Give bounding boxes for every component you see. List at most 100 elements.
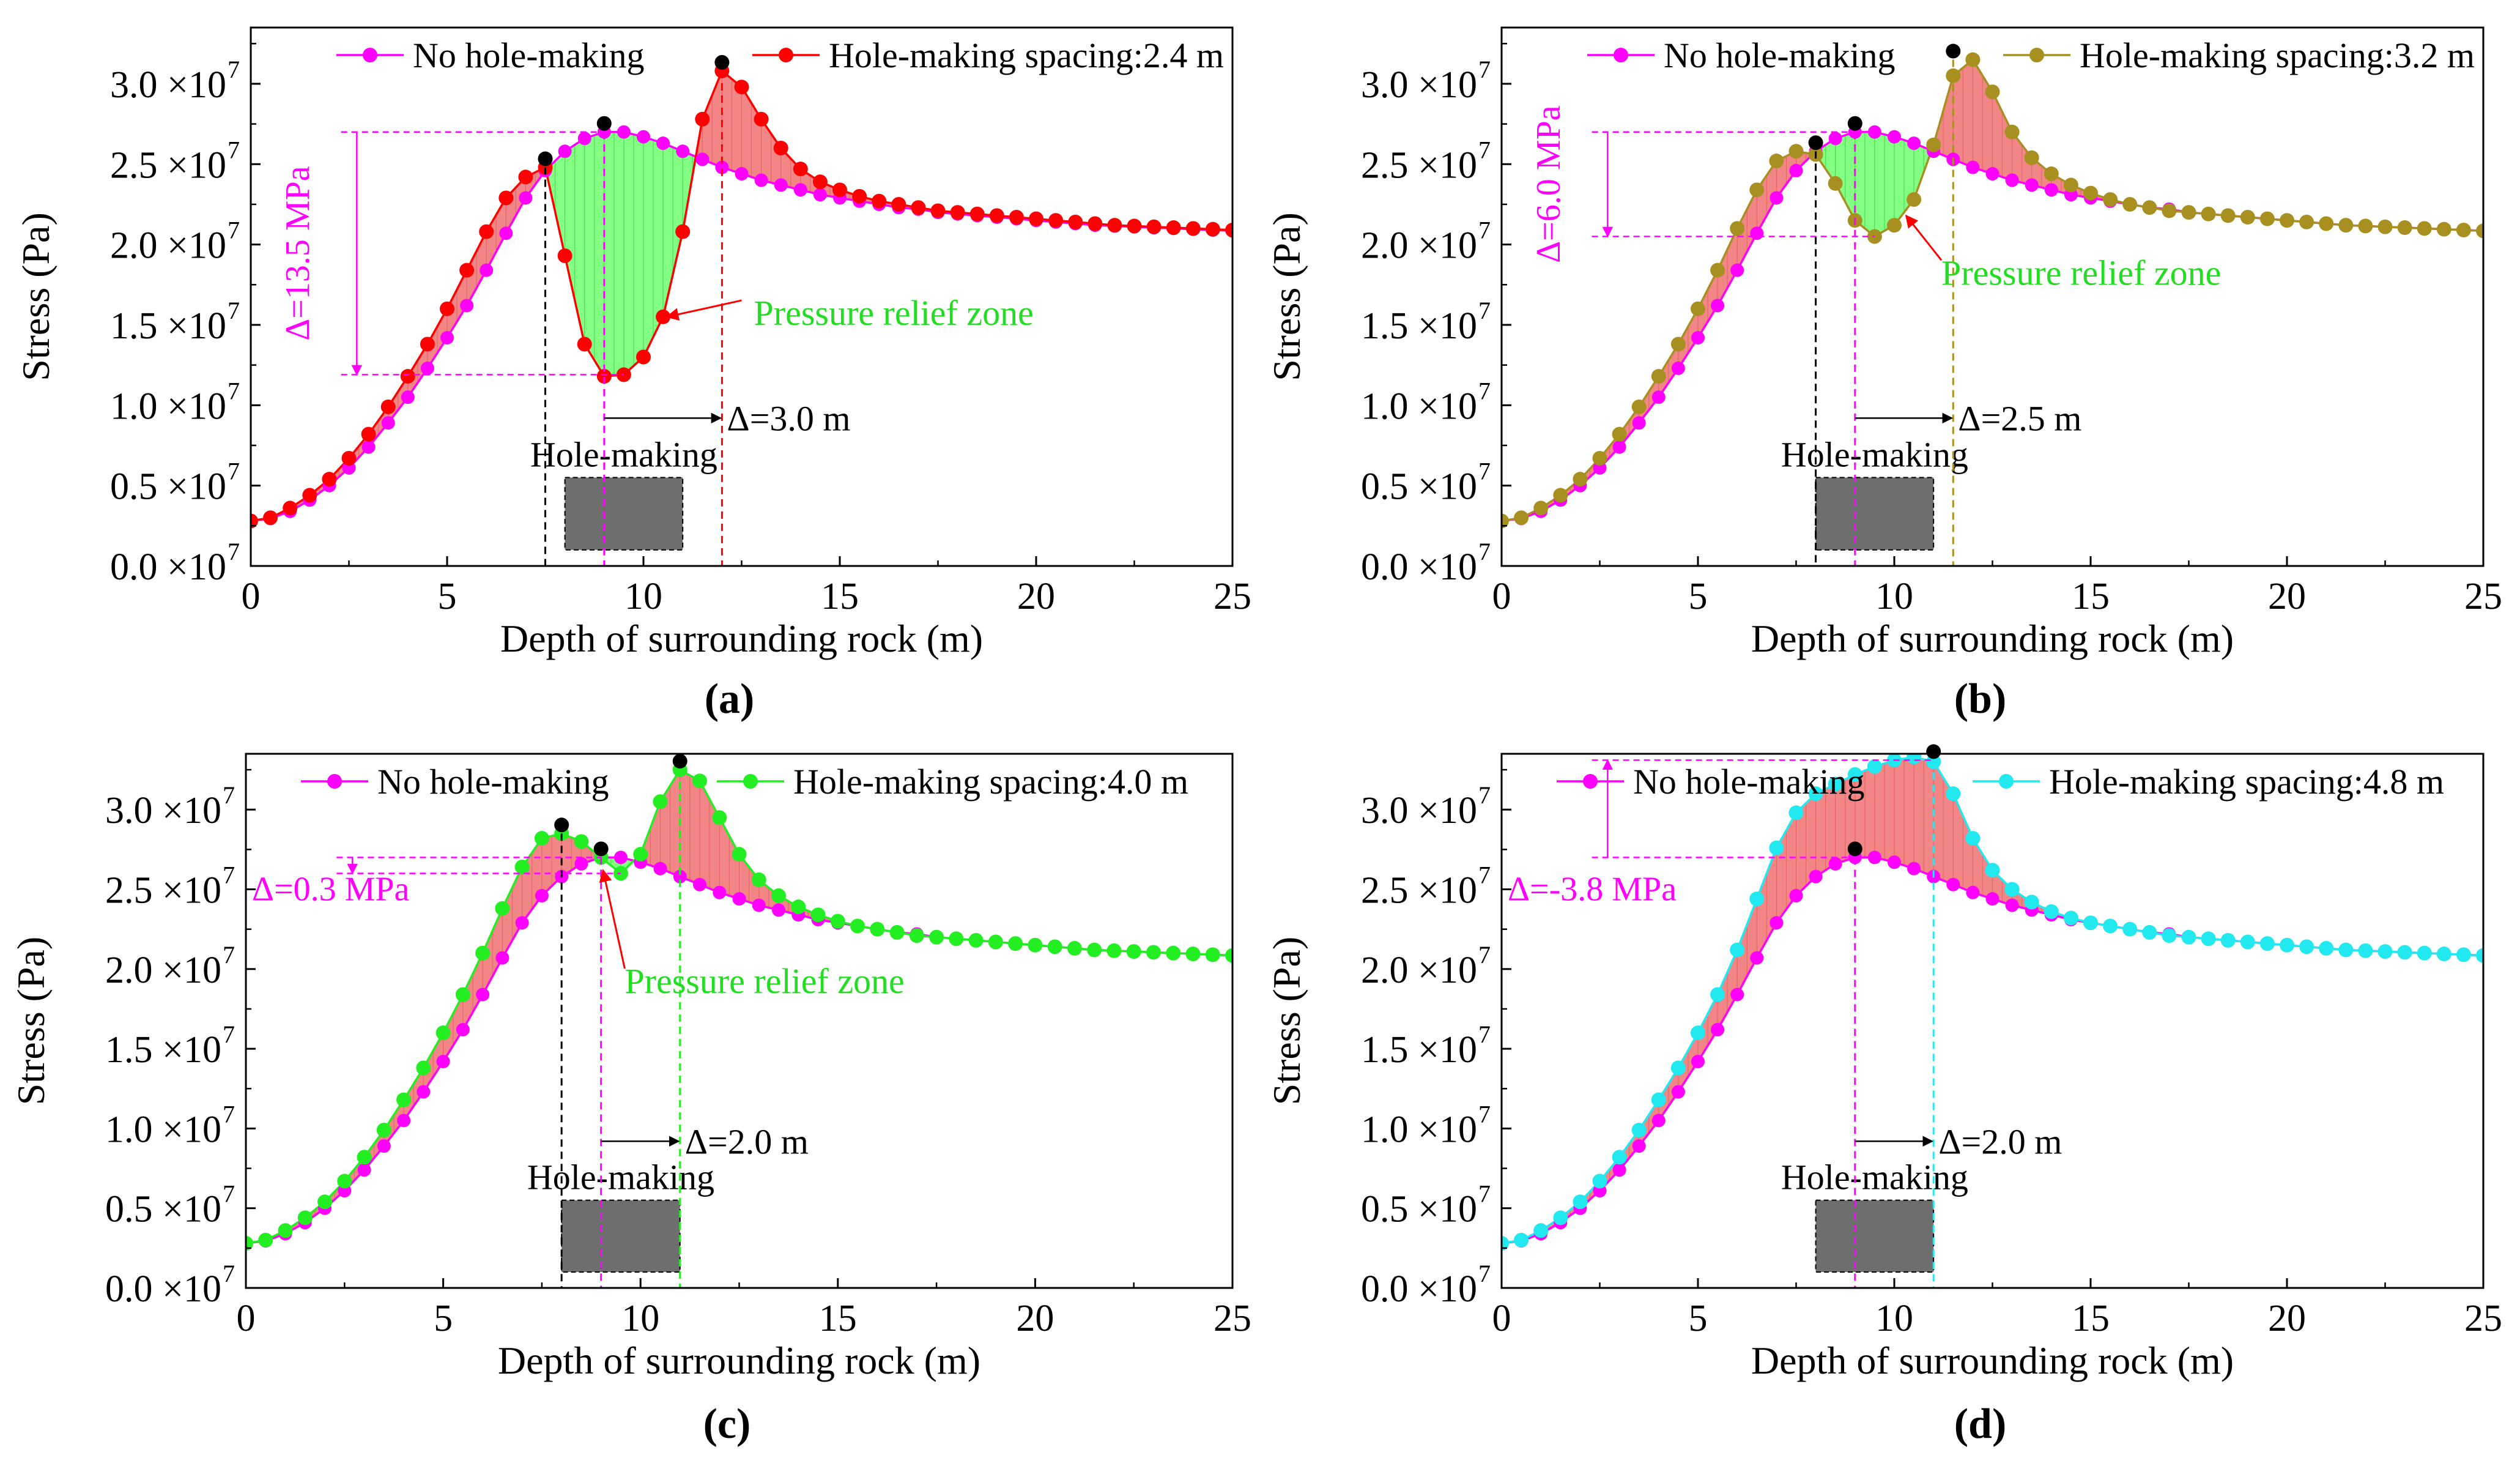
point-baseline <box>752 898 766 912</box>
point-variant <box>1185 221 1201 236</box>
legend-marker-baseline <box>1583 774 1598 789</box>
point-variant <box>1828 776 1843 792</box>
point-variant <box>930 203 946 218</box>
point-variant <box>793 162 808 177</box>
point-variant <box>317 1194 333 1210</box>
point-variant <box>1185 947 1201 962</box>
y-tick-exponent: 7 <box>223 1021 235 1048</box>
point-variant <box>1965 831 1981 846</box>
point-baseline <box>558 144 572 158</box>
y-tick-exponent: 7 <box>1478 297 1491 324</box>
point-variant <box>1691 301 1705 316</box>
point-variant <box>2240 209 2255 225</box>
point-baseline <box>1966 160 1980 174</box>
point-baseline <box>440 330 454 344</box>
point-variant <box>1985 84 2000 100</box>
point-baseline <box>1946 877 1960 891</box>
x-tick-label: 20 <box>2268 1298 2306 1339</box>
x-axis-label: Depth of surrounding rock (m) <box>1751 1339 2234 1382</box>
legend-label-baseline: No hole-making <box>1664 35 1896 75</box>
relief-zone-label: Pressure relief zone <box>624 961 904 1001</box>
y-tick-label: 0.5 ×10 <box>1361 1189 1477 1230</box>
point-variant <box>1946 786 1961 802</box>
point-variant <box>1225 948 1232 963</box>
point-variant <box>2162 203 2177 218</box>
delta-stress-label: Δ=0.3 MPa <box>252 870 410 908</box>
point-baseline <box>1691 1054 1705 1068</box>
point-baseline <box>673 869 687 884</box>
point-variant <box>1730 221 1745 236</box>
point-variant <box>732 847 747 862</box>
point-baseline <box>1671 1085 1685 1099</box>
y-tick-label: 2.5 ×10 <box>1361 870 1477 912</box>
point-variant <box>2259 936 2275 951</box>
point-baseline <box>436 1054 450 1068</box>
legend-marker-variant <box>2029 48 2044 62</box>
point-baseline <box>713 885 727 899</box>
y-tick-label: 1.0 ×10 <box>105 1109 221 1150</box>
point-variant <box>1710 262 1725 278</box>
baseline-peak-marker <box>1847 116 1862 131</box>
y-tick-exponent: 7 <box>1478 941 1491 969</box>
point-baseline <box>1612 1163 1626 1177</box>
point-variant <box>258 1232 273 1248</box>
plot-area <box>1502 754 2483 1251</box>
point-baseline <box>695 152 710 166</box>
point-variant <box>909 928 924 943</box>
point-variant <box>1009 209 1024 225</box>
y-tick-label: 1.5 ×10 <box>110 305 226 347</box>
x-tick-label: 10 <box>1875 1298 1913 1339</box>
point-variant <box>1106 943 1122 958</box>
y-tick-label: 0.5 ×10 <box>110 466 226 508</box>
point-variant <box>2122 921 2138 937</box>
relief-arrow <box>665 299 742 321</box>
point-variant <box>653 794 668 809</box>
delta-depth-label: Δ=2.0 m <box>1938 1122 2062 1161</box>
point-variant <box>1907 754 1922 765</box>
point-variant <box>2436 947 2451 962</box>
y-tick-exponent: 7 <box>1478 538 1491 565</box>
point-variant <box>2476 948 2483 963</box>
point-variant <box>416 1060 431 1076</box>
x-tick-label: 20 <box>1016 1298 1054 1339</box>
point-baseline <box>1770 191 1784 205</box>
legend-label-variant: Hole-making spacing:3.2 m <box>2080 35 2475 75</box>
point-variant <box>2319 216 2334 231</box>
point-variant <box>1788 805 1804 820</box>
point-variant <box>1533 1223 1549 1238</box>
point-variant <box>1631 1123 1647 1138</box>
point-variant <box>2417 221 2432 236</box>
point-variant <box>891 196 906 212</box>
legend-marker-baseline <box>327 774 342 789</box>
point-variant <box>1008 936 1023 951</box>
panel-caption: (d) <box>1954 1401 2007 1448</box>
point-baseline <box>1730 263 1744 277</box>
point-baseline <box>1828 132 1842 146</box>
point-variant <box>1028 937 1043 953</box>
point-variant <box>2338 942 2354 958</box>
y-tick-label: 0.0 ×10 <box>1361 1268 1477 1310</box>
point-baseline <box>1985 892 1999 906</box>
point-variant <box>734 80 749 95</box>
point-variant <box>2377 219 2393 234</box>
delta-depth-label: Δ=2.5 m <box>1958 398 2081 438</box>
y-tick-label: 3.0 ×10 <box>1361 790 1477 832</box>
variant-peak-marker <box>1946 43 1961 59</box>
y-tick-exponent: 7 <box>223 1260 235 1287</box>
point-variant <box>1985 863 2000 878</box>
point-baseline <box>1691 330 1705 344</box>
point-variant <box>2456 222 2471 237</box>
point-variant <box>2280 213 2294 228</box>
point-variant <box>1887 218 1902 233</box>
baseline-peak-marker <box>1847 841 1862 857</box>
point-variant <box>1670 337 1686 352</box>
legend-label-baseline: No hole-making <box>1633 762 1865 802</box>
point-variant <box>1087 942 1102 958</box>
point-baseline <box>361 440 376 454</box>
point-variant <box>1047 939 1062 954</box>
point-baseline <box>1770 916 1784 930</box>
legend-label-baseline: No hole-making <box>413 35 645 75</box>
point-variant <box>2142 200 2157 215</box>
point-variant <box>675 224 691 239</box>
point-variant <box>2004 882 2020 897</box>
